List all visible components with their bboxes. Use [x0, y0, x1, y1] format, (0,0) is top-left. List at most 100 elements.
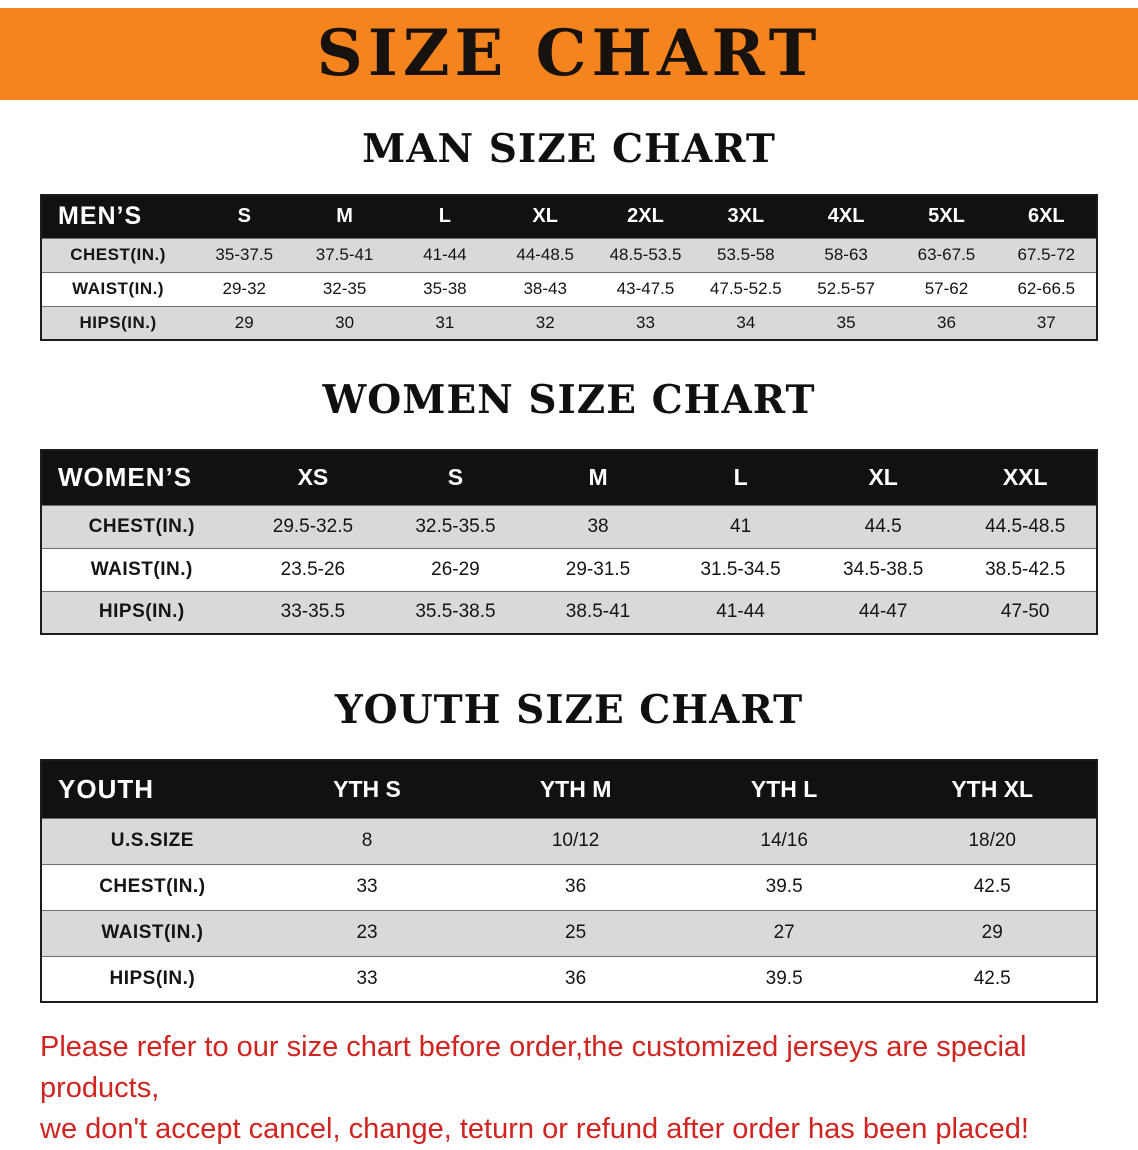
- size-column-header: YTH S: [262, 760, 472, 818]
- measurement-label: WAIST(IN.): [41, 547, 242, 591]
- size-column-header: XXL: [954, 450, 1097, 505]
- size-column-header: XL: [495, 195, 596, 238]
- table-row: CHEST(IN.) 33 36 39.5 42.5: [41, 863, 1097, 910]
- measurement-value: 31: [394, 305, 496, 340]
- disclaimer-line-1: Please refer to our size chart before or…: [40, 1031, 1027, 1104]
- size-column-header: L: [394, 195, 496, 238]
- disclaimer-line-2: we don't accept cancel, change, teturn o…: [40, 1113, 1029, 1145]
- measurement-value: 29-32: [194, 271, 295, 306]
- measurement-value: 47.5-52.5: [695, 271, 796, 306]
- measurement-value: 37: [996, 305, 1097, 340]
- table-corner-label: WOMEN’S: [41, 450, 242, 505]
- measurement-value: 30: [294, 305, 395, 340]
- measurement-value: 35.5-38.5: [384, 590, 527, 634]
- measurement-value: 38-43: [495, 271, 596, 306]
- measurement-value: 35-37.5: [194, 237, 295, 272]
- measurement-value: 33: [262, 955, 472, 1002]
- youth-size-chart-heading: YOUTH SIZE CHART: [334, 687, 804, 733]
- measurement-value: 42.5: [888, 863, 1097, 910]
- size-column-header: XS: [241, 450, 385, 505]
- measurement-value: 41: [669, 504, 812, 548]
- measurement-value: 58-63: [795, 237, 897, 272]
- measurement-value: 63-67.5: [896, 237, 997, 272]
- measurement-value: 38.5-41: [526, 590, 670, 634]
- table-row: HIPS(IN.) 29 30 31 32 33 34 35 36 37: [41, 305, 1097, 340]
- size-column-header: S: [194, 195, 295, 238]
- table-row: U.S.SIZE 8 10/12 14/16 18/20: [41, 817, 1097, 864]
- measurement-value: 39.5: [679, 955, 889, 1002]
- measurement-value: 36: [896, 305, 997, 340]
- size-column-header: M: [526, 450, 670, 505]
- men-size-table: MEN’S S M L XL 2XL 3XL 4XL 5XL 6XL CHEST(IN.) 35-37…: [40, 194, 1098, 341]
- measurement-value: 32.5-35.5: [384, 504, 527, 548]
- table-corner-label: MEN’S: [41, 195, 195, 238]
- measurement-label: CHEST(IN.): [41, 237, 195, 272]
- size-column-header: 2XL: [595, 195, 696, 238]
- size-column-header: 5XL: [896, 195, 997, 238]
- measurement-value: 48.5-53.5: [595, 237, 696, 272]
- table-row: CHEST(IN.) 35-37.5 37.5-41 41-44 44-48.5 48.5…: [41, 237, 1097, 272]
- measurement-value: 44.5: [811, 504, 955, 548]
- women-section: WOMEN SIZE CHART WOMEN’S XS S M L XL XXL CHEST(…: [0, 377, 1138, 635]
- size-column-header: YTH M: [471, 760, 680, 818]
- size-chart-banner: SIZE CHART: [0, 8, 1138, 100]
- measurement-value: 52.5-57: [795, 271, 897, 306]
- measurement-value: 18/20: [888, 817, 1097, 864]
- table-header-row: MEN’S S M L XL 2XL 3XL 4XL 5XL 6XL: [41, 195, 1097, 238]
- youth-section: YOUTH SIZE CHART YOUTH YTH S YTH M YTH L YTH…: [0, 687, 1138, 1003]
- measurement-label: HIPS(IN.): [41, 590, 242, 634]
- size-column-header: L: [669, 450, 812, 505]
- women-size-chart-heading: WOMEN SIZE CHART: [322, 377, 816, 423]
- measurement-value: 33-35.5: [241, 590, 385, 634]
- measurement-value: 34.5-38.5: [811, 547, 955, 591]
- table-row: WAIST(IN.) 29-32 32-35 35-38 38-43 43-47.5 47.…: [41, 271, 1097, 306]
- measurement-value: 29: [194, 305, 295, 340]
- measurement-label: CHEST(IN.): [41, 504, 242, 548]
- measurement-value: 41-44: [669, 590, 812, 634]
- measurement-value: 26-29: [384, 547, 527, 591]
- size-column-header: M: [294, 195, 395, 238]
- measurement-value: 39.5: [679, 863, 889, 910]
- measurement-value: 25: [471, 909, 680, 956]
- measurement-value: 29-31.5: [526, 547, 670, 591]
- measurement-value: 14/16: [679, 817, 889, 864]
- size-column-header: 6XL: [996, 195, 1097, 238]
- measurement-value: 42.5: [888, 955, 1097, 1002]
- measurement-label: HIPS(IN.): [41, 955, 263, 1002]
- measurement-value: 44-47: [811, 590, 955, 634]
- measurement-label: HIPS(IN.): [41, 305, 195, 340]
- measurement-label: CHEST(IN.): [41, 863, 263, 910]
- size-column-header: 3XL: [695, 195, 796, 238]
- measurement-value: 31.5-34.5: [669, 547, 812, 591]
- measurement-value: 29: [888, 909, 1097, 956]
- measurement-value: 35: [795, 305, 897, 340]
- measurement-value: 44.5-48.5: [954, 504, 1097, 548]
- measurement-value: 36: [471, 955, 680, 1002]
- youth-size-table: YOUTH YTH S YTH M YTH L YTH XL U.S.SIZE 8 10/12…: [40, 759, 1098, 1003]
- measurement-value: 29.5-32.5: [241, 504, 385, 548]
- table-row: HIPS(IN.) 33 36 39.5 42.5: [41, 955, 1097, 1002]
- measurement-value: 67.5-72: [996, 237, 1097, 272]
- measurement-value: 62-66.5: [996, 271, 1097, 306]
- measurement-value: 33: [595, 305, 696, 340]
- size-column-header: S: [384, 450, 527, 505]
- measurement-label: U.S.SIZE: [41, 817, 263, 864]
- table-row: HIPS(IN.) 33-35.5 35.5-38.5 38.5-41 41-44 44-…: [41, 590, 1097, 634]
- measurement-value: 44-48.5: [495, 237, 596, 272]
- table-row: WAIST(IN.) 23 25 27 29: [41, 909, 1097, 956]
- measurement-label: WAIST(IN.): [41, 909, 263, 956]
- measurement-value: 32-35: [294, 271, 395, 306]
- measurement-value: 23: [262, 909, 472, 956]
- measurement-value: 34: [695, 305, 796, 340]
- measurement-value: 37.5-41: [294, 237, 395, 272]
- size-column-header: YTH L: [679, 760, 889, 818]
- measurement-value: 35-38: [394, 271, 496, 306]
- table-row: WAIST(IN.) 23.5-26 26-29 29-31.5 31.5-34.5 34…: [41, 547, 1097, 591]
- measurement-value: 10/12: [471, 817, 680, 864]
- women-size-table: WOMEN’S XS S M L XL XXL CHEST(IN.) 29.5-32.5 32.5…: [40, 449, 1098, 635]
- measurement-value: 8: [262, 817, 472, 864]
- table-header-row: WOMEN’S XS S M L XL XXL: [41, 450, 1097, 505]
- measurement-value: 38: [526, 504, 670, 548]
- measurement-value: 47-50: [954, 590, 1097, 634]
- men-section: MAN SIZE CHART MEN’S S M L XL 2XL 3XL 4XL 5XL 6XL…: [0, 126, 1138, 341]
